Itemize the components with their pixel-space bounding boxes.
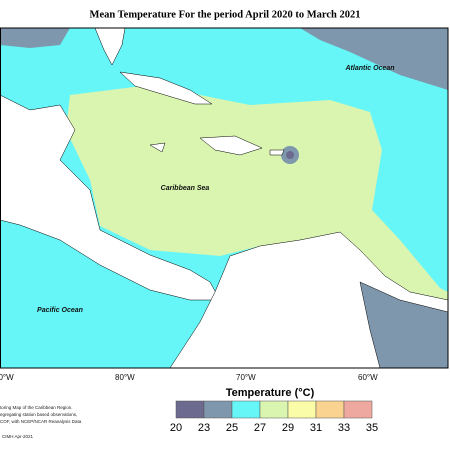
hispaniola bbox=[199, 135, 263, 156]
jamaica bbox=[149, 142, 166, 153]
legend-tick-label: 31 bbox=[310, 422, 322, 434]
puerto-rico bbox=[269, 149, 285, 156]
ocean-label: Pacific Ocean bbox=[37, 307, 83, 314]
map: Atlantic Ocean Caribbean Sea Pacific Oce… bbox=[0, 27, 449, 369]
longitude-label: 60°W bbox=[358, 373, 378, 382]
sea-label: Caribbean Sea bbox=[161, 185, 210, 192]
map-frame bbox=[0, 27, 449, 369]
cold-spot bbox=[286, 151, 294, 159]
legend-tick-label: 33 bbox=[338, 422, 350, 434]
legend-swatch bbox=[287, 400, 317, 419]
legend-tick-label: 23 bbox=[198, 422, 210, 434]
legend-tick-label: 25 bbox=[226, 422, 238, 434]
legend-swatch bbox=[315, 400, 345, 419]
longitude-label: 80°W bbox=[115, 373, 135, 382]
legend-tick-label: 29 bbox=[282, 422, 294, 434]
footer-text: CIMH Apr-2021 bbox=[2, 434, 34, 439]
longitude-label: 90°W bbox=[0, 373, 14, 382]
legend-swatch bbox=[175, 400, 205, 419]
legend-tick-label: 27 bbox=[254, 422, 266, 434]
footer-text: egregating station based observations, bbox=[0, 412, 77, 417]
legend-tick-label: 20 bbox=[170, 422, 182, 434]
footer-text: toring Map of the Caribbean Region. bbox=[0, 405, 73, 410]
legend-swatch bbox=[203, 400, 233, 419]
legend-tick-label: 35 bbox=[366, 422, 378, 434]
cuba bbox=[119, 71, 213, 105]
legend-swatch bbox=[259, 400, 289, 419]
ocean-label: Atlantic Ocean bbox=[344, 65, 394, 72]
cool-region bbox=[300, 28, 448, 90]
cool-region bbox=[0, 28, 70, 48]
title: Mean Temperature For the period April 20… bbox=[90, 9, 361, 20]
legend-title: Temperature (°C) bbox=[226, 387, 315, 399]
central-america bbox=[0, 94, 221, 301]
legend-swatch bbox=[231, 400, 261, 419]
longitude-label: 70°W bbox=[236, 373, 256, 382]
legend: 20 23 25 27 29 31 33 35 bbox=[170, 400, 378, 434]
footer-text: COF, with NCEP/NCAR Reanalysis Data bbox=[0, 419, 82, 424]
legend-swatch bbox=[343, 400, 373, 419]
